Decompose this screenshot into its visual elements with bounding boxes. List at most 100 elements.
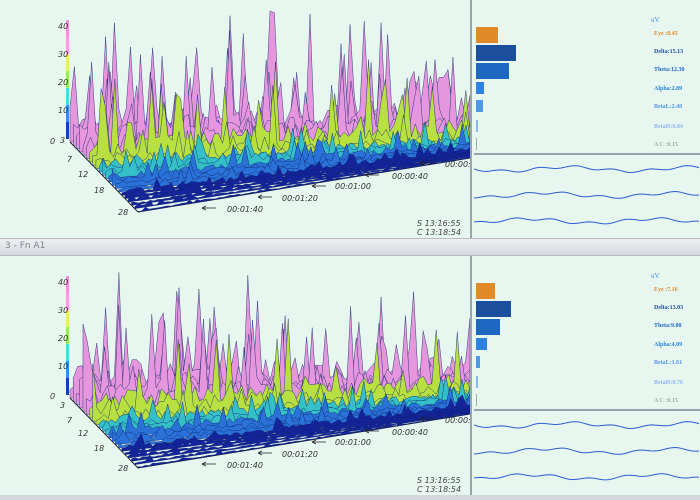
band-bar: [476, 394, 477, 406]
window-title: 3 - Fn A1: [5, 241, 46, 251]
band-bar: [476, 82, 484, 94]
color-scale-segment: [66, 88, 69, 105]
eeg-channel-line: [473, 473, 699, 481]
band-bar: [476, 27, 499, 43]
spectrogram-ridge: [121, 140, 470, 196]
spectrogram-svg-top: [66, 10, 470, 213]
depth-tick: 18: [94, 186, 105, 195]
channel-title-bar[interactable]: 3 - Fn A1: [0, 238, 700, 256]
spectrogram-ridge: [137, 412, 470, 469]
band-label: Theta:9.00: [654, 323, 682, 329]
time-tick: 00:01:40: [227, 461, 263, 470]
y-tick: 20: [58, 334, 69, 343]
time-arrow: [201, 461, 216, 467]
spectrogram-3d-plot-top[interactable]: 40 30 20 10 0 3 7 12 18 28 00:00: 00:00:…: [0, 0, 472, 238]
spectrogram-ridge: [128, 407, 470, 459]
raw-eeg-trace-top[interactable]: [473, 157, 700, 238]
time-tick: 00:00:40: [392, 172, 428, 181]
y-tick: 10: [58, 106, 69, 115]
band-label: BetaL:2.48: [654, 104, 683, 110]
band-bar: [476, 138, 477, 150]
band-bar: [476, 45, 517, 61]
band-label: A C :0.15: [654, 398, 678, 404]
band-label: Theta:12.30: [654, 67, 685, 73]
color-scale-segment: [66, 344, 69, 361]
depth-tick: 28: [118, 464, 129, 473]
band-power-pane-top: uV Eye :8.45 Delta:15.13 Theta:12.30 Alpha:…: [473, 0, 700, 238]
band-bar: [476, 283, 495, 299]
y-tick: 20: [58, 78, 69, 87]
time-tick: 00:00:40: [392, 428, 428, 437]
band-bar: [476, 100, 483, 112]
color-scale-segment: [66, 71, 69, 88]
color-scale-segment: [66, 310, 69, 327]
color-scale-segment: [66, 37, 69, 54]
time-tick: 00:01:00: [335, 438, 371, 447]
time-arrow: [257, 194, 272, 200]
color-scale-segment: [66, 276, 69, 293]
spectrogram-ridge: [131, 410, 470, 462]
y-tick: 40: [58, 278, 69, 287]
band-bar: [476, 338, 487, 350]
band-label: BetaH:0.76: [654, 380, 683, 386]
start-time: S 13:16:55: [417, 476, 461, 485]
depth-tick: 18: [94, 444, 105, 453]
spectrogram-ridge: [134, 150, 470, 209]
current-time: C 13:18:54: [417, 228, 462, 237]
time-arrow: [419, 416, 434, 422]
band-label: BetaH:0.84: [654, 124, 683, 130]
color-scale-segment: [66, 378, 69, 395]
band-bar: [476, 376, 478, 388]
spectrogram-ridge: [92, 338, 470, 422]
y-tick: 0: [50, 392, 56, 401]
time-arrow: [364, 428, 379, 434]
depth-tick: 12: [78, 170, 89, 179]
time-arrow: [311, 183, 326, 189]
eeg-trace-svg: [473, 421, 700, 481]
color-scale-segment: [66, 54, 69, 71]
depth-tick: 7: [67, 155, 73, 164]
color-scale-segment: [66, 327, 69, 344]
time-arrow: [364, 172, 379, 178]
depth-tick: 3: [60, 401, 66, 410]
spectrogram-ridge: [137, 156, 470, 213]
unit-label: uV: [651, 272, 660, 280]
time-arrow: [257, 450, 272, 456]
band-label: BetaL:1.61: [654, 360, 683, 366]
depth-tick: 12: [78, 429, 89, 438]
color-scale-segment: [66, 20, 69, 37]
band-bar: [476, 319, 500, 335]
time-tick: 00:01:20: [282, 450, 318, 459]
band-label: Alpha:2.89: [654, 86, 683, 92]
eeg-channel-line: [473, 421, 700, 430]
unit-label: uV: [651, 16, 660, 24]
start-time: S 13:16:55: [417, 219, 461, 228]
eeg-channel-line: [473, 190, 700, 199]
top-panel: 40 30 20 10 0 3 7 12 18 28 00:00: 00:00:…: [0, 0, 700, 238]
time-tick: 00:01:20: [282, 194, 318, 203]
time-tick: 00:01:00: [335, 182, 371, 191]
band-bar: [476, 120, 479, 132]
band-bar: [476, 63, 509, 79]
band-label: Eye :8.45: [654, 31, 678, 37]
band-power-pane-bottom: uV Eye :7.16 Delta:13.03 Theta:9.00 Alpha:4…: [473, 256, 700, 495]
bottom-panel: 40 30 20 10 0 3 7 12 18 28 00:00: 00:00:…: [0, 256, 700, 495]
eeg-trace-svg: [473, 165, 700, 225]
depth-tick: 28: [118, 208, 129, 217]
raw-eeg-trace-bottom[interactable]: [473, 413, 700, 495]
color-scale-segment: [66, 361, 69, 378]
band-label: Alpha:4.09: [654, 342, 683, 348]
time-tick: 00:00:: [445, 160, 471, 169]
band-label: Delta:15.13: [654, 49, 684, 55]
band-label: A C :0.15: [654, 142, 678, 148]
band-label: Eye :7.16: [654, 287, 678, 293]
spectrogram-3d-plot-bottom[interactable]: 40 30 20 10 0 3 7 12 18 28 00:00: 00:00:…: [0, 256, 472, 495]
depth-tick: 7: [67, 416, 73, 425]
eeg-channel-line: [473, 165, 700, 174]
y-tick: 0: [50, 137, 56, 146]
spectrogram-ridge: [124, 148, 470, 199]
color-scale-segment: [66, 122, 69, 139]
time-arrow: [311, 439, 326, 445]
y-tick: 40: [58, 22, 69, 31]
color-scale-segment: [66, 105, 69, 122]
